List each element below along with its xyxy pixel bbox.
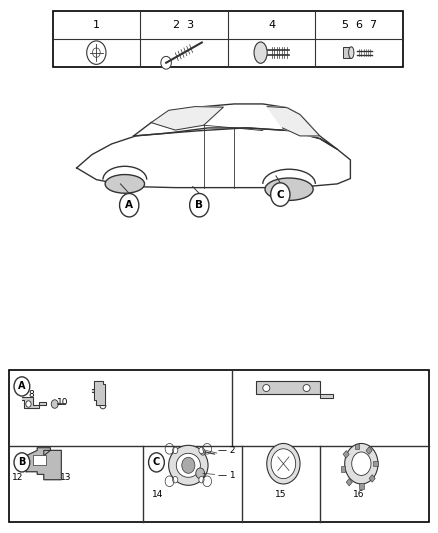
Ellipse shape (263, 385, 270, 391)
Text: 1: 1 (93, 20, 100, 30)
Circle shape (267, 443, 300, 484)
Circle shape (161, 56, 171, 69)
Circle shape (173, 477, 178, 483)
Circle shape (199, 447, 204, 454)
Bar (53, 11, 403, 67)
Circle shape (173, 447, 178, 454)
Bar (343, 47, 350, 58)
Text: A: A (18, 382, 26, 391)
Text: C: C (153, 457, 160, 467)
Bar (373, 461, 378, 466)
Ellipse shape (105, 175, 145, 193)
Bar (9, 370, 429, 522)
Text: 13: 13 (60, 473, 72, 481)
Polygon shape (77, 128, 350, 188)
Circle shape (271, 449, 296, 479)
Circle shape (14, 377, 30, 396)
Text: 16: 16 (353, 490, 364, 499)
Circle shape (26, 401, 31, 407)
Circle shape (345, 443, 378, 484)
Bar (346, 479, 352, 486)
Text: 8: 8 (28, 391, 34, 399)
Circle shape (271, 183, 290, 206)
Bar (369, 475, 375, 482)
Circle shape (182, 457, 195, 473)
Text: 4: 4 (268, 20, 275, 30)
Text: 5  6  7: 5 6 7 (342, 20, 377, 30)
Circle shape (14, 453, 30, 472)
Text: C: C (276, 190, 284, 199)
Polygon shape (22, 397, 46, 408)
Polygon shape (26, 448, 61, 480)
Ellipse shape (254, 42, 267, 63)
Polygon shape (92, 381, 105, 405)
Text: 15: 15 (275, 490, 286, 499)
Circle shape (190, 193, 209, 217)
Ellipse shape (265, 178, 313, 200)
Ellipse shape (349, 47, 354, 59)
Circle shape (196, 468, 205, 479)
Text: — 1: — 1 (218, 471, 235, 480)
Bar (341, 466, 345, 472)
Text: B: B (18, 457, 25, 467)
Bar (343, 450, 349, 458)
Circle shape (199, 477, 204, 483)
Ellipse shape (169, 446, 208, 485)
Text: 10: 10 (57, 398, 68, 407)
Ellipse shape (303, 385, 310, 391)
Polygon shape (134, 104, 337, 149)
Text: B: B (195, 200, 203, 210)
Bar (366, 447, 372, 454)
Text: A: A (125, 200, 133, 210)
Polygon shape (320, 394, 333, 398)
Polygon shape (151, 107, 223, 130)
Bar (355, 444, 359, 449)
Text: 14: 14 (152, 490, 164, 499)
Circle shape (51, 400, 58, 408)
Text: 11: 11 (289, 389, 300, 397)
Circle shape (352, 452, 371, 475)
Ellipse shape (176, 453, 200, 478)
Text: 2  3: 2 3 (173, 20, 194, 30)
Text: 9: 9 (99, 389, 104, 397)
Polygon shape (267, 107, 320, 136)
Circle shape (148, 453, 164, 472)
Bar (359, 483, 364, 489)
Bar (33, 455, 46, 465)
Text: — 2: — 2 (218, 446, 235, 455)
Text: 12: 12 (12, 473, 24, 481)
Circle shape (120, 193, 139, 217)
Circle shape (200, 449, 205, 455)
FancyBboxPatch shape (256, 381, 320, 394)
